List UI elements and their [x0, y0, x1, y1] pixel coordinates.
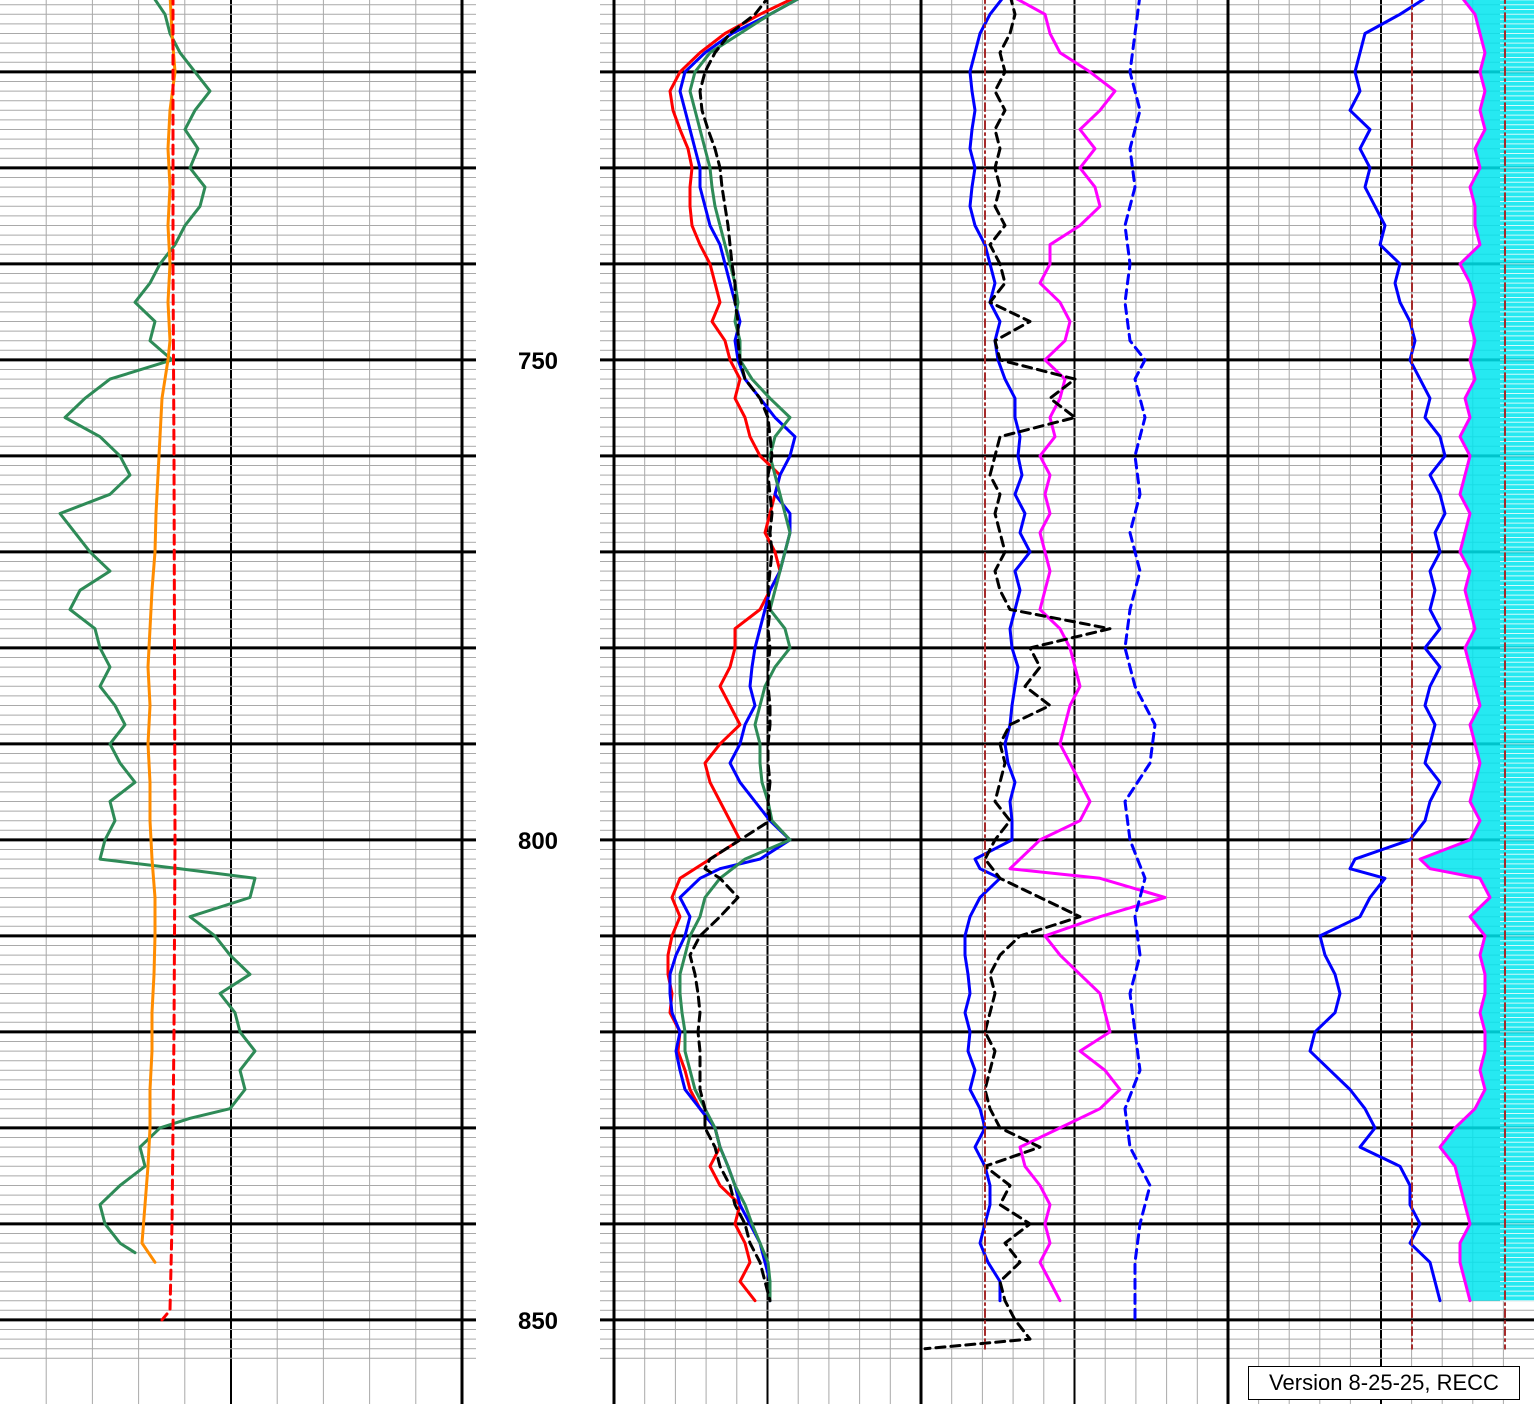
curve-track-4-1 [1418, 0, 1492, 1303]
curve-track-4-0 [1308, 0, 1447, 1303]
curve-track-2-2 [678, 0, 800, 1303]
curve-track-3-1 [1008, 0, 1167, 1303]
curve-track-2-1 [668, 0, 800, 1303]
curve-track-3-3 [923, 0, 1112, 1351]
curve-track-1-0 [58, 0, 257, 1255]
curve-layer [58, 0, 1506, 1351]
curve-track-3-0 [963, 0, 1032, 1303]
curve-track-1-2 [160, 0, 177, 1322]
curve-track-2-0 [666, 0, 794, 1303]
curve-track-3-2 [1123, 0, 1157, 1322]
depth-label-850: 850 [518, 1308, 558, 1335]
depth-label-750: 750 [518, 348, 558, 375]
depth-label-800: 800 [518, 828, 558, 855]
curve-track-1-1 [140, 0, 177, 1264]
depth-labels: 750 800 850 [518, 348, 558, 1335]
version-label: Version 8-25-25, RECC [1248, 1366, 1520, 1400]
curve-track-2-3 [688, 0, 774, 1303]
